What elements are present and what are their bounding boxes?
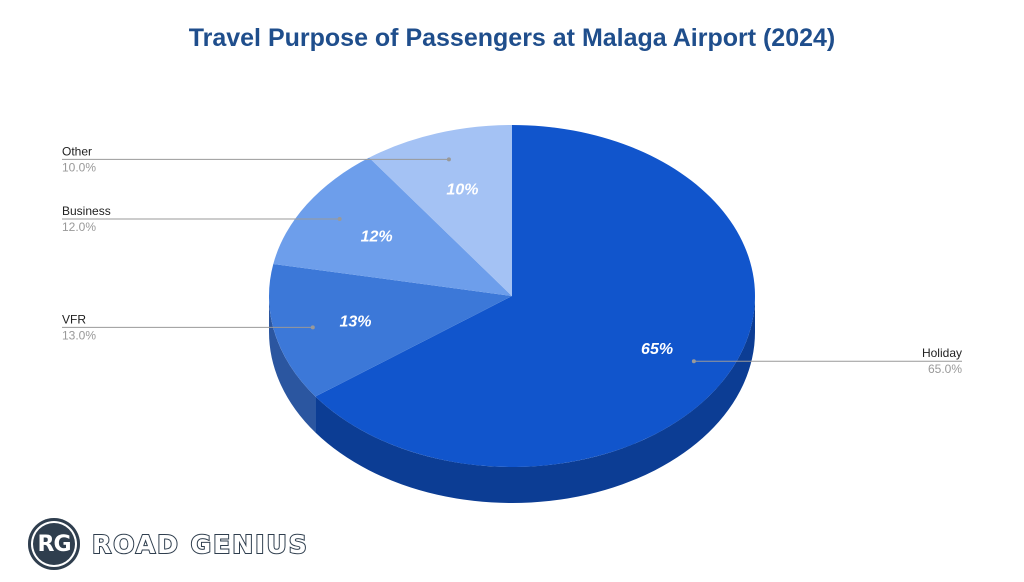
pie-top bbox=[269, 125, 755, 468]
legend-label-other: Other bbox=[62, 144, 92, 158]
legend-label-holiday: Holiday bbox=[922, 346, 962, 360]
leader-dot bbox=[446, 157, 451, 162]
legend-label-vfr: VFR bbox=[62, 312, 86, 326]
legend-value-vfr: 13.0% bbox=[62, 328, 96, 342]
slice-label-business: 12% bbox=[361, 229, 393, 246]
legend-value-business: 12.0% bbox=[62, 220, 96, 234]
pie-side-walls bbox=[269, 296, 755, 503]
leader-business: Business 12.0% bbox=[62, 204, 342, 234]
pie-slice-business bbox=[273, 157, 512, 296]
pie-slice-vfr bbox=[269, 263, 512, 397]
chart-title: Travel Purpose of Passengers at Malaga A… bbox=[188, 24, 836, 52]
logo-wordmark: ROAD GENIUS bbox=[91, 529, 309, 560]
logo-monogram: RG bbox=[28, 518, 80, 570]
legend-value-holiday: 65.0% bbox=[928, 362, 962, 376]
legend-value-other: 10.0% bbox=[62, 160, 96, 174]
leader-other: Other 10.0% bbox=[62, 144, 451, 174]
pie-slice-holiday bbox=[315, 125, 755, 468]
leader-dot bbox=[337, 217, 342, 222]
slice-label-holiday: 65% bbox=[641, 341, 673, 358]
leader-dot bbox=[310, 325, 315, 330]
road-genius-logo: RG ROAD GENIUS bbox=[28, 516, 309, 572]
leader-vfr: VFR 13.0% bbox=[62, 312, 315, 342]
leader-dot bbox=[691, 359, 696, 364]
leader-holiday: Holiday 65.0% bbox=[691, 346, 962, 376]
slice-label-vfr: 13% bbox=[339, 314, 371, 331]
pie-slice-other bbox=[369, 125, 512, 296]
pie-side-holiday bbox=[315, 296, 755, 503]
legend-label-business: Business bbox=[62, 204, 111, 218]
pie-side-vfr bbox=[269, 296, 316, 433]
slice-label-other: 10% bbox=[446, 182, 478, 199]
